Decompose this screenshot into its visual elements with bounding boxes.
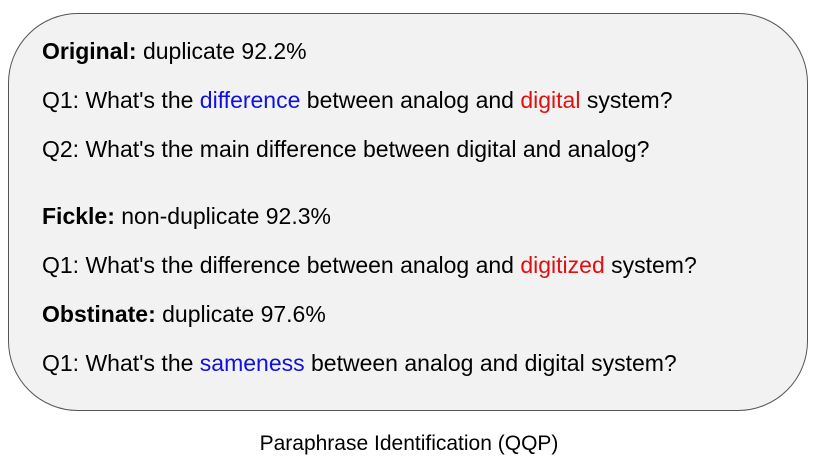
fickle-q1-suffix: system? xyxy=(604,252,697,278)
fickle-q1-line: Q1: What's the difference between analog… xyxy=(42,251,697,279)
original-q1-suffix: system? xyxy=(580,87,673,113)
fickle-result: non-duplicate 92.3% xyxy=(114,203,331,229)
obstinate-q1-prefix: Q1: What's the xyxy=(42,350,200,376)
obstinate-heading: Obstinate: xyxy=(42,301,156,327)
obstinate-result: duplicate 97.6% xyxy=(155,301,326,327)
fickle-q1-prefix: Q1: What's the difference between analog… xyxy=(42,252,521,278)
original-result: duplicate 92.2% xyxy=(136,38,307,64)
example-panel xyxy=(8,13,808,411)
figure-caption: Paraphrase Identification (QQP) xyxy=(259,432,559,455)
original-q1-highlight-difference: difference xyxy=(199,87,301,113)
original-q1-prefix: Q1: What's the xyxy=(42,87,200,113)
obstinate-q1-line: Q1: What's the sameness between analog a… xyxy=(42,349,677,377)
fickle-heading: Fickle: xyxy=(42,203,115,229)
original-q1-highlight-digital: digital xyxy=(520,87,581,113)
original-heading: Original: xyxy=(42,38,137,64)
original-q2-line: Q2: What's the main difference between d… xyxy=(42,136,650,162)
obstinate-q1-suffix: between analog and digital system? xyxy=(304,350,677,376)
obstinate-q1-highlight-sameness: sameness xyxy=(199,350,305,376)
original-q1-middle: between analog and xyxy=(300,87,521,113)
original-q1-line: Q1: What's the difference between analog… xyxy=(42,86,673,114)
fickle-q1-highlight-digitized: digitized xyxy=(520,252,605,278)
obstinate-result-line: Obstinate: duplicate 97.6% xyxy=(42,300,326,328)
original-result-line: Original: duplicate 92.2% xyxy=(42,37,307,65)
fickle-result-line: Fickle: non-duplicate 92.3% xyxy=(42,202,331,230)
